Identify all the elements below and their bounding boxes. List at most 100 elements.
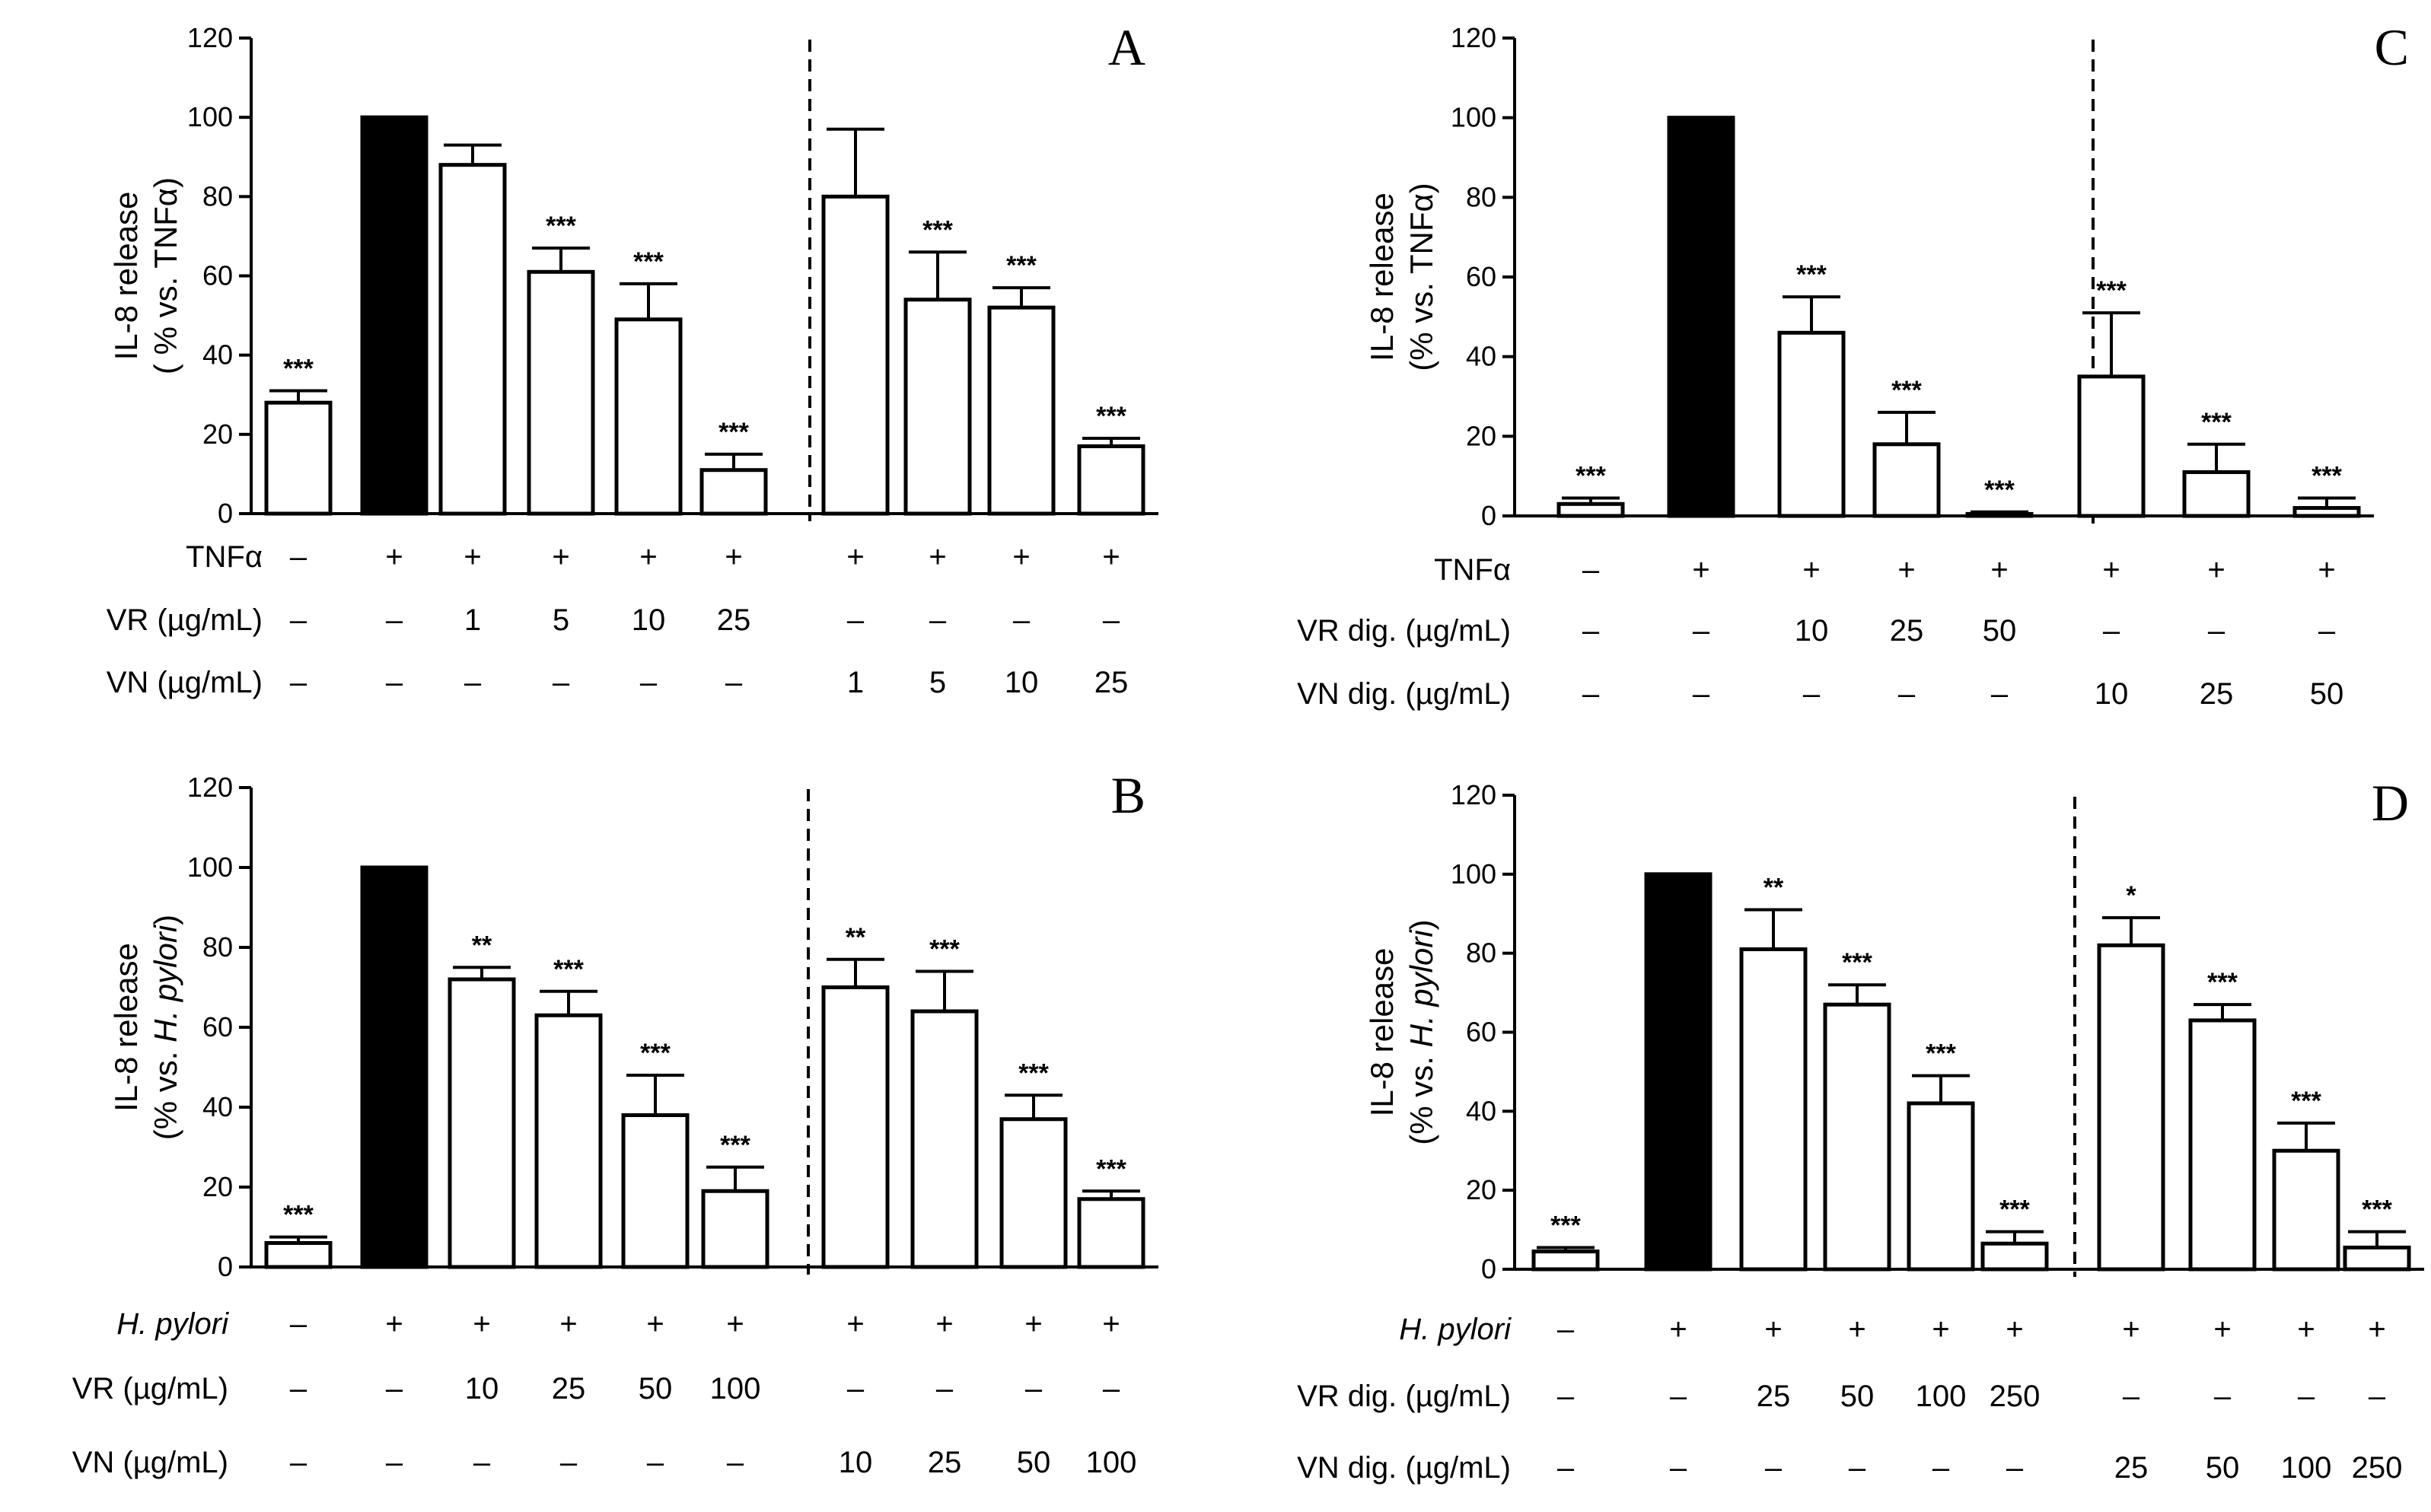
panel-a-condition-value: 1: [464, 603, 481, 637]
panel-d-significance-label: *: [2126, 881, 2136, 910]
panel-c-significance-label: ***: [2312, 461, 2342, 490]
panel-a-y-axis-label: IL-8 release( % vs. TNFα): [108, 177, 183, 374]
panel-c-condition-value: –: [1693, 677, 1710, 711]
panel-d-significance-label: ***: [2207, 968, 2238, 997]
panel-c-bar: [1667, 116, 1735, 518]
panel-b-bar: [448, 977, 516, 1269]
panel-d-condition-label: VN dig. (µg/mL): [1297, 1451, 1511, 1485]
panel-b-y-tick-label: 80: [202, 931, 233, 963]
panel-a-condition-value: –: [464, 666, 482, 699]
panel-a-bar: [1077, 444, 1145, 516]
panel-b-significance-label: ***: [929, 935, 960, 964]
panel-b-condition-value: –: [473, 1446, 491, 1479]
panel-b-condition-value: –: [647, 1446, 664, 1479]
panel-d-bar: [1907, 1101, 1975, 1272]
panel-a-condition-value: 25: [1094, 666, 1129, 699]
panel-a-condition-value: –: [1013, 603, 1031, 637]
panel-b-condition-value: +: [935, 1307, 953, 1341]
panel-a-y-tick-label: 100: [187, 101, 233, 132]
panel-d-condition-value: –: [2006, 1451, 2024, 1485]
panel-b-condition-value: 10: [839, 1446, 873, 1479]
panel-c-bar: [2292, 506, 2361, 518]
panel-a-significance-label: ***: [718, 418, 749, 447]
panel-a-letter: A: [1108, 18, 1145, 76]
panel-a-y-tick-label: 60: [202, 260, 233, 291]
panel-d-condition-label: VR dig. (µg/mL): [1297, 1380, 1511, 1413]
panel-c-letter: C: [2375, 18, 2409, 76]
panel-d-bar: [2097, 943, 2165, 1272]
panel-b-bar: [264, 1241, 333, 1269]
panel-b-condition-value: +: [646, 1307, 664, 1341]
panel-b-bar: [910, 1009, 979, 1269]
panel-d-bar: [1980, 1241, 2049, 1272]
panel-a-y-axis-label-line: IL-8 release: [108, 192, 144, 361]
panel-d-condition-value: –: [1670, 1380, 1687, 1413]
panel-b-condition-value: +: [559, 1307, 577, 1341]
panel-c-condition-value: –: [1582, 614, 1600, 648]
panel-b-significance-label: **: [472, 931, 492, 960]
panel-b-condition-value: –: [386, 1446, 403, 1479]
panel-c-y-tick-label: 40: [1466, 341, 1496, 372]
panel-d-significance-label: ***: [2291, 1087, 2321, 1116]
panel-d-y-tick-label: 40: [1466, 1095, 1496, 1126]
panel-c-condition-value: +: [1897, 553, 1915, 587]
panel-a-condition-value: +: [1012, 540, 1030, 574]
panel-c-significance-label: ***: [1891, 376, 1922, 405]
panel-b-bar: [360, 865, 429, 1269]
panel-a-bar: [438, 163, 507, 516]
panel-a-bar: [614, 317, 683, 516]
panel-d-significance-label: ***: [1842, 948, 1872, 977]
panel-b-condition-value: +: [1024, 1307, 1042, 1341]
panel-d-significance-label: ***: [1550, 1211, 1581, 1240]
panel-b-significance-label: ***: [720, 1131, 750, 1160]
panel-d-condition-value: 250: [2352, 1451, 2403, 1485]
panel-d-condition-value: –: [1557, 1451, 1575, 1485]
panel-a-condition-value: 10: [632, 603, 666, 637]
panel-c-y-tick-label: 20: [1466, 420, 1496, 451]
panel-d-condition-value: +: [2368, 1313, 2385, 1346]
panel-d-y-tick-label: 100: [1451, 858, 1496, 890]
panel-d-condition-value: –: [1670, 1451, 1687, 1485]
panel-b-y-axis-label-part: (% vs.: [148, 1042, 183, 1140]
panel-d-condition-value: +: [2006, 1313, 2023, 1346]
panel-c-condition-value: –: [2318, 614, 2336, 648]
panel-b-bar: [534, 1013, 603, 1269]
panel-d-y-axis-label-part: ): [1403, 919, 1439, 930]
panel-d-y-tick-label: 120: [1451, 779, 1496, 810]
panel-a-condition-value: –: [847, 603, 865, 637]
panel-a-y-tick-label: 40: [202, 339, 233, 371]
panel-a-significance-label: ***: [283, 355, 314, 384]
panel-b-condition-value: –: [386, 1372, 403, 1405]
panel-d-condition-value: 25: [1757, 1380, 1791, 1413]
panel-a-condition-value: 5: [929, 666, 946, 699]
panel-c-condition-value: +: [2318, 553, 2335, 587]
panel-b-condition-value: 10: [465, 1372, 499, 1405]
panel-d-bar: [2343, 1245, 2411, 1272]
panel-b-condition-label: VR (µg/mL): [72, 1372, 228, 1405]
panel-c-bar: [1556, 501, 1625, 518]
panel-c-condition-value: 10: [1795, 614, 1829, 648]
panel-a-bar: [987, 305, 1056, 516]
panel-a-condition-value: –: [640, 666, 658, 699]
panel-d-condition-value: +: [1764, 1313, 1782, 1346]
panel-a-condition-value: +: [1102, 540, 1120, 574]
panel-b-condition-value: 50: [639, 1372, 673, 1405]
panel-b-condition-value: –: [560, 1446, 578, 1479]
panel-d-significance-label: **: [1764, 874, 1784, 902]
panel-c-bar: [1965, 511, 2034, 518]
panel-b-y-axis-label: IL-8 release (% vs. H. pylori): [108, 915, 183, 1140]
panel-a-y-tick-label: 0: [218, 498, 233, 529]
panel-d-y-tick-label: 20: [1466, 1174, 1496, 1205]
panel-a-significance-label: ***: [1096, 402, 1126, 431]
panel-c-condition-label: VR dig. (µg/mL): [1297, 614, 1511, 648]
panel-a-bar: [821, 194, 890, 516]
panel-d-condition-label: H. pylori: [1399, 1313, 1512, 1346]
panel-b-significance-label: ***: [1018, 1058, 1049, 1087]
panel-b-condition-value: 25: [552, 1372, 586, 1405]
panel-c-condition-value: –: [2208, 614, 2225, 648]
panel-a-y-axis-label-line: ( % vs. TNFα): [148, 177, 183, 374]
panel-b-condition-value: –: [847, 1372, 865, 1405]
panel-d-y-tick-label: 60: [1466, 1017, 1496, 1048]
panel-c-bar: [2182, 470, 2251, 518]
panel-d-condition-value: +: [2213, 1313, 2231, 1346]
